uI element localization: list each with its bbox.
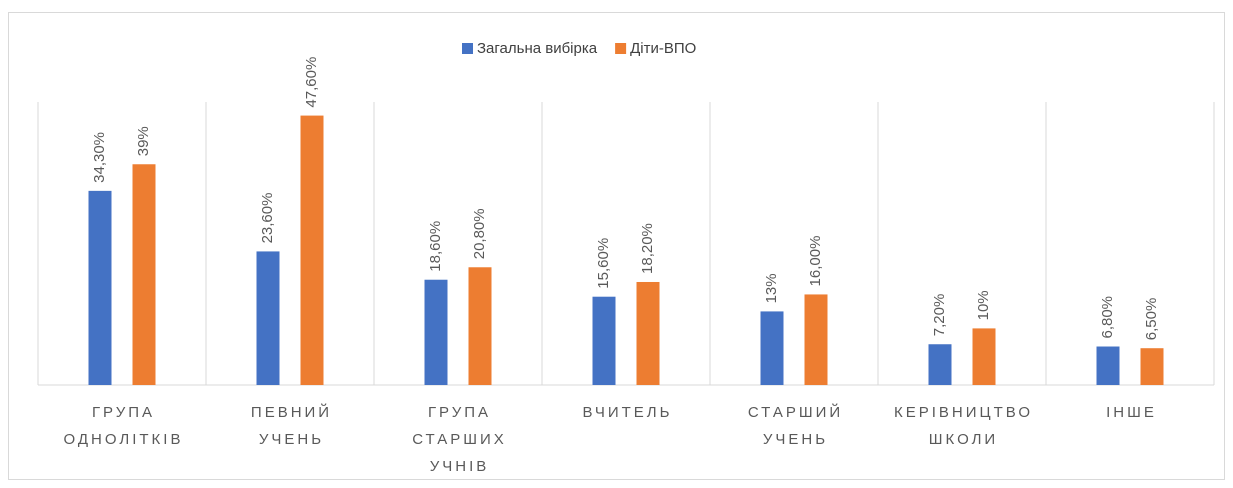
bar	[88, 190, 112, 385]
value-label: 16,00%	[807, 236, 824, 287]
value-label: 47,60%	[303, 57, 320, 108]
value-label: 6,80%	[1099, 296, 1116, 339]
x-tick-label: ГРУПА СТАРШИХ УЧНІВ	[412, 404, 507, 475]
value-label: 39%	[135, 126, 152, 156]
value-label: 7,20%	[931, 294, 948, 337]
bar	[468, 267, 492, 385]
bar	[592, 296, 616, 385]
value-label: 10%	[975, 290, 992, 320]
value-label: 15,60%	[595, 238, 612, 289]
value-label: 20,80%	[471, 208, 488, 259]
legend-swatch	[462, 43, 473, 54]
chart-border	[8, 12, 1225, 480]
value-label: 34,30%	[91, 132, 108, 183]
x-tick-label: ПЕВНИЙ УЧЕНЬ	[250, 404, 333, 448]
bar	[972, 328, 996, 385]
legend-label: Діти-ВПО	[630, 40, 696, 57]
bar	[760, 311, 784, 385]
bar	[1096, 346, 1120, 385]
value-label: 6,50%	[1143, 298, 1160, 341]
value-label: 18,20%	[639, 223, 656, 274]
x-tick-label: ІНШЕ	[1106, 404, 1157, 421]
value-label: 18,60%	[427, 221, 444, 272]
x-tick-label: ВЧИТЕЛЬ	[582, 404, 673, 421]
bar	[928, 344, 952, 385]
bar	[424, 279, 448, 385]
bar	[636, 281, 660, 385]
x-tick-label: КЕРІВНИЦТВО ШКОЛИ	[894, 404, 1033, 448]
bar	[1140, 348, 1164, 385]
bar	[804, 294, 828, 385]
bar	[132, 164, 156, 385]
bar	[256, 251, 280, 385]
value-label: 23,60%	[259, 193, 276, 244]
x-tick-label: ГРУПА ОДНОЛІТКІВ	[63, 404, 184, 448]
bar	[300, 115, 324, 386]
x-tick-label: СТАРШИЙ УЧЕНЬ	[747, 404, 844, 448]
legend-swatch	[615, 43, 627, 54]
legend-label: Загальна вибірка	[477, 40, 598, 57]
value-label: 13%	[763, 273, 780, 303]
